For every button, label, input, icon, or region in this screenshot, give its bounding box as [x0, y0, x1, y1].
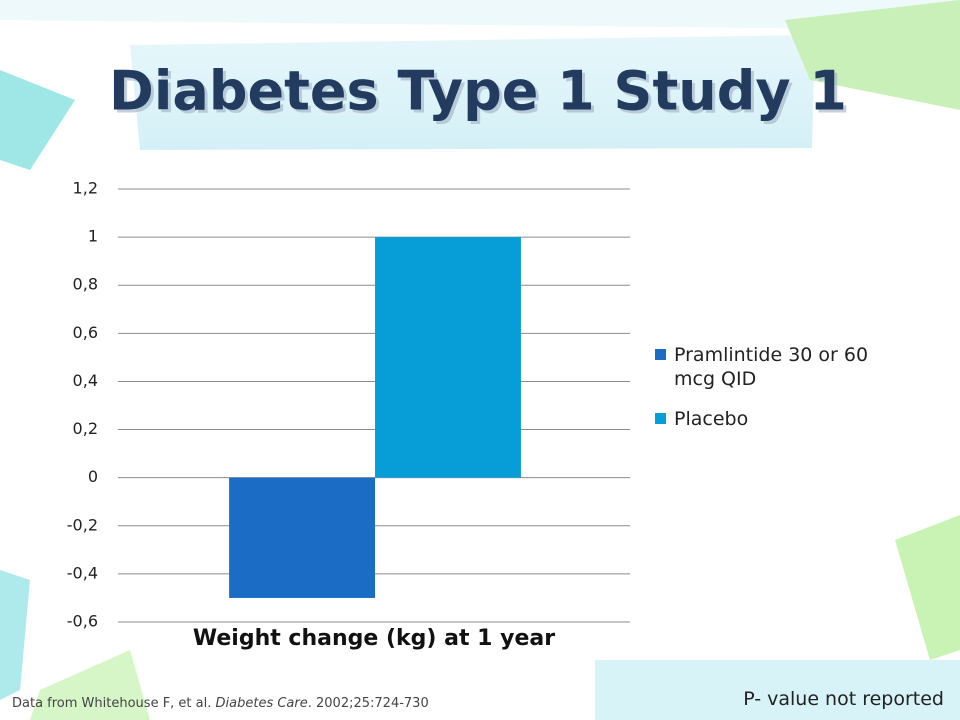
note: P- value not reported — [743, 688, 944, 710]
y-tick-label: 0,2 — [73, 419, 98, 438]
bg-shape — [895, 515, 960, 660]
y-tick-label: 1 — [88, 227, 98, 246]
source-prefix: Data from Whitehouse F, et al. — [12, 696, 212, 711]
note-band — [595, 660, 960, 720]
legend-swatch — [655, 413, 666, 424]
title-band — [130, 35, 815, 150]
bg-shape — [0, 70, 75, 170]
y-tick-label: 1,2 — [73, 179, 98, 198]
y-tick-label: 0,8 — [73, 275, 98, 294]
bg-shape — [0, 570, 30, 700]
legend-label: Pramlintide 30 or 60 mcg QID — [674, 344, 869, 390]
bar — [375, 237, 521, 478]
y-tick-label: 0,6 — [73, 323, 98, 342]
bar — [229, 477, 376, 598]
legend: Pramlintide 30 or 60 mcg QID Placebo — [655, 343, 905, 447]
source-journal: Diabetes Care — [215, 696, 308, 711]
y-tick-label: 0 — [88, 467, 98, 486]
y-tick-label: -0,2 — [67, 515, 98, 534]
legend-swatch — [655, 349, 666, 360]
y-tick-label: -0,4 — [67, 563, 98, 582]
y-tick-label: -0,6 — [67, 612, 98, 631]
legend-label: Placebo — [674, 408, 749, 430]
legend-item: Placebo — [655, 407, 905, 431]
bg-shape — [785, 0, 960, 110]
source-citation: 2002;25:724-730 — [316, 696, 429, 711]
x-tick-label: Weight change (kg) at 1 year — [193, 626, 555, 651]
chart-title: Diabetes Type 1 Study 1 — [109, 60, 847, 123]
chart-title-shadow: Diabetes Type 1 Study 1 — [112, 63, 850, 126]
source: Data from Whitehouse F, et al. Diabetes … — [12, 696, 429, 711]
y-tick-label: 0,4 — [73, 371, 98, 390]
bg-shape — [0, 0, 960, 30]
bg-shape — [30, 650, 150, 720]
legend-item: Pramlintide 30 or 60 mcg QID — [655, 343, 905, 391]
